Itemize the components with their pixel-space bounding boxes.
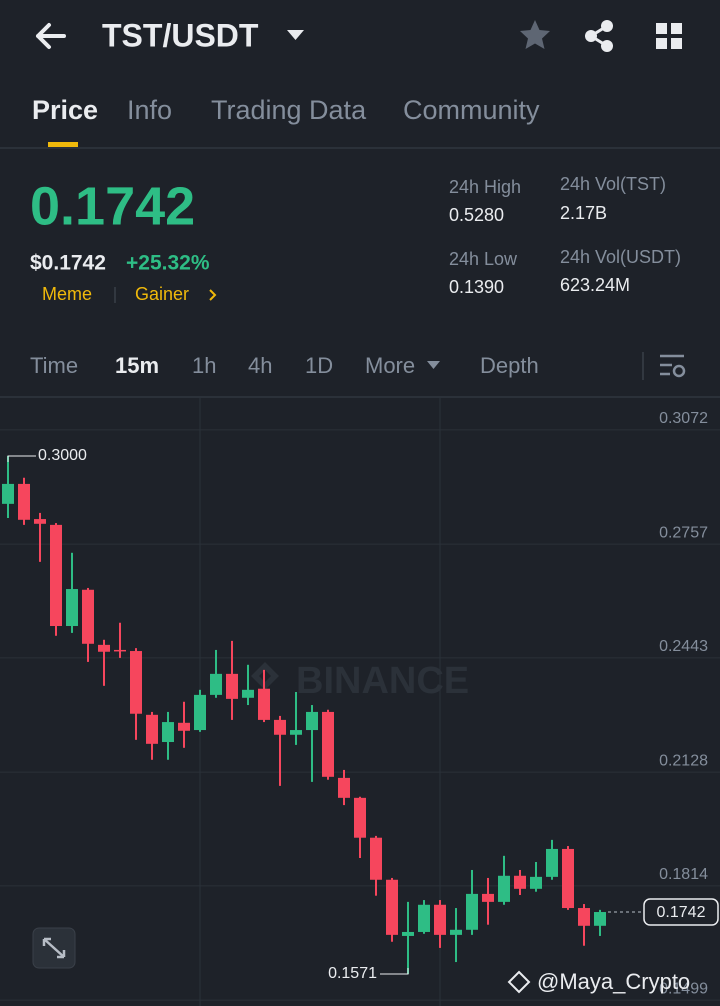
fullscreen-button[interactable] [32, 927, 76, 969]
tab[interactable]: Community [403, 95, 540, 125]
last-price-label: 0.1742 [657, 904, 706, 921]
credit-text: @Maya_Crypto [537, 969, 690, 994]
price-change: +25.32% [126, 252, 210, 275]
candle-body [226, 673, 238, 699]
stat-value: 2.17B [560, 203, 607, 223]
stat-label: 24h High [449, 177, 521, 197]
candle-body [242, 689, 254, 698]
interval[interactable]: Depth [480, 353, 539, 378]
stat-value: 0.1390 [449, 277, 504, 297]
fiat-price: $0.1742 [30, 252, 106, 275]
candle-body [354, 797, 366, 838]
candle-body [34, 519, 46, 524]
y-tick-label: 0.1499 [659, 980, 708, 997]
candle-body [258, 688, 270, 720]
candle-body [386, 879, 398, 935]
chart-settings[interactable] [660, 354, 686, 378]
stat-value: 623.24M [560, 275, 630, 295]
candle-body [338, 777, 350, 798]
credit: @Maya_Crypto [507, 969, 690, 994]
grid-menu[interactable] [656, 23, 682, 49]
candle-body [194, 694, 206, 731]
pair-dropdown[interactable] [287, 30, 304, 40]
candle-body [130, 651, 142, 714]
stat-value: 0.5280 [449, 205, 504, 225]
last-price: 0.1742 [30, 176, 195, 236]
candle-body [418, 904, 430, 932]
candle-body [274, 719, 286, 735]
candle-body [530, 876, 542, 889]
candle-body [210, 673, 222, 695]
tab-underline [48, 142, 78, 147]
annotation-line [7, 455, 36, 462]
back-button[interactable] [36, 23, 66, 49]
watermark-text: BINANCE [296, 660, 469, 702]
interval-active[interactable]: 15m [115, 353, 159, 378]
candle-body [18, 483, 30, 520]
candle-body [162, 722, 174, 743]
candle-body [146, 714, 158, 744]
tag[interactable]: Meme [42, 284, 92, 304]
annotation-line [380, 968, 409, 975]
interval[interactable]: 1D [305, 353, 333, 378]
candle-body [98, 644, 110, 652]
interval[interactable]: Time [30, 353, 78, 378]
candle-body [482, 893, 494, 902]
share-button[interactable] [585, 20, 613, 52]
candle-body [322, 711, 334, 777]
candle-body [82, 589, 94, 644]
watermark: BINANCE [251, 660, 469, 702]
candle-body [178, 722, 190, 731]
tab[interactable]: Info [127, 95, 172, 125]
candle-body [114, 649, 126, 652]
candle-body [306, 711, 318, 731]
candle-body [466, 893, 478, 930]
candle-body [562, 848, 574, 909]
tab-active[interactable]: Price [32, 95, 98, 125]
candle-body [434, 904, 446, 935]
candle-body [66, 589, 78, 627]
tag[interactable]: Gainer [135, 284, 189, 304]
candle-body [402, 931, 414, 936]
candle-body [498, 875, 510, 902]
interval[interactable]: More [365, 353, 415, 378]
y-tick-label: 0.1814 [659, 866, 708, 883]
candle-body [50, 524, 62, 627]
annotation-label: 0.1571 [328, 965, 377, 982]
stat-label: 24h Low [449, 249, 518, 269]
more-caret [427, 361, 440, 369]
candle-body [594, 912, 606, 926]
candle-body [2, 483, 14, 504]
pair-title[interactable]: TST/USDT [102, 17, 259, 53]
favorite-star[interactable] [520, 20, 550, 49]
y-tick-label: 0.2443 [659, 638, 708, 655]
candle-body [546, 848, 558, 877]
interval[interactable]: 1h [192, 353, 216, 378]
tab[interactable]: Trading Data [211, 95, 367, 125]
stat-label: 24h Vol(TST) [560, 174, 666, 194]
candle-body [290, 730, 302, 735]
stat-label: 24h Vol(USDT) [560, 247, 681, 267]
y-tick-label: 0.3072 [659, 410, 708, 427]
annotation-label: 0.3000 [38, 447, 87, 464]
interval[interactable]: 4h [248, 353, 272, 378]
candle-body [370, 837, 382, 880]
candle-body [578, 908, 590, 926]
y-tick-label: 0.2757 [659, 524, 708, 541]
tag-chevron [209, 289, 217, 301]
candle-body [450, 929, 462, 935]
candlestick-chart: 0.3072 0.2757 0.2443 0.2128 0.1814 0.1499 0.30… [0, 410, 720, 1001]
last-price-tag [643, 898, 719, 926]
candle-body [514, 875, 526, 889]
y-tick-label: 0.2128 [659, 752, 708, 769]
